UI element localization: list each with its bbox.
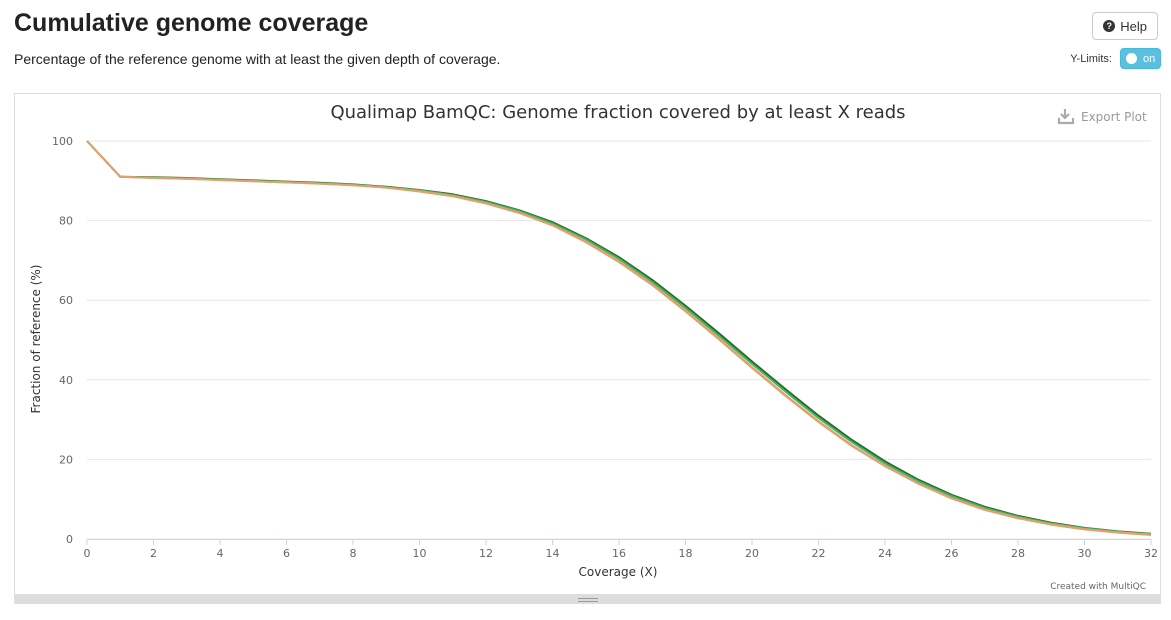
y-tick-label: 20: [59, 453, 73, 466]
x-tick-label: 22: [812, 547, 826, 560]
export-plot-button[interactable]: Export Plot: [1057, 109, 1147, 125]
series-line[interactable]: [86, 140, 1152, 536]
y-limits-control: Y-Limits: on: [1070, 48, 1161, 69]
x-tick-label: 12: [479, 547, 493, 560]
x-tick-label: 2: [150, 547, 157, 560]
series-layer: [86, 140, 1152, 536]
x-tick-label: 0: [84, 547, 91, 560]
y-tick-label: 100: [52, 135, 73, 148]
grid-layer: [87, 140, 1151, 540]
export-plot-label: Export Plot: [1081, 110, 1147, 124]
y-tick-label: 80: [59, 215, 73, 228]
y-tick-label: 40: [59, 374, 73, 387]
x-tick-label: 32: [1144, 547, 1158, 560]
help-button[interactable]: ? Help: [1092, 12, 1158, 40]
y-limits-label: Y-Limits:: [1070, 52, 1112, 65]
chart-title: Qualimap BamQC: Genome fraction covered …: [330, 102, 905, 123]
x-axis-title: Coverage (X): [579, 565, 658, 579]
x-tick-label: 4: [217, 547, 224, 560]
plot-panel: 0 20 40 60 80 100 0 2 4 6 8 10 12 14 16 18 20 22 24 26 28 30 3…: [14, 93, 1161, 595]
series-line[interactable]: [86, 140, 1152, 536]
x-tick-label: 28: [1011, 547, 1025, 560]
page-title: Cumulative genome coverage: [14, 9, 369, 37]
y-tick-label: 0: [66, 533, 73, 546]
series-line[interactable]: [86, 140, 1152, 536]
help-button-label: Help: [1120, 18, 1147, 34]
plot-resize-handle[interactable]: [14, 595, 1161, 604]
x-tick-label: 30: [1078, 547, 1092, 560]
page-description: Percentage of the reference genome with …: [14, 51, 501, 67]
y-tick-label: 60: [59, 294, 73, 307]
download-icon: [1057, 109, 1075, 125]
x-tick-label: 8: [350, 547, 357, 560]
x-tick-label: 20: [745, 547, 759, 560]
created-with-credit: Created with MultiQC: [1050, 582, 1146, 592]
x-tick-label: 16: [612, 547, 626, 560]
x-tick-label: 10: [413, 547, 427, 560]
grip-icon: [577, 597, 598, 602]
question-circle-icon: ?: [1103, 20, 1116, 32]
series-line[interactable]: [86, 140, 1152, 535]
toggle-label: on: [1143, 52, 1156, 65]
y-limits-toggle[interactable]: on: [1120, 48, 1161, 69]
x-tick-label: 14: [546, 547, 560, 560]
toggle-knob: [1126, 53, 1137, 64]
x-tick-label: 6: [283, 547, 290, 560]
x-tick-label: 24: [878, 547, 892, 560]
y-axis-title: Fraction of reference (%): [29, 265, 43, 414]
x-tick-label: 18: [679, 547, 693, 560]
x-tick-label: 26: [945, 547, 959, 560]
